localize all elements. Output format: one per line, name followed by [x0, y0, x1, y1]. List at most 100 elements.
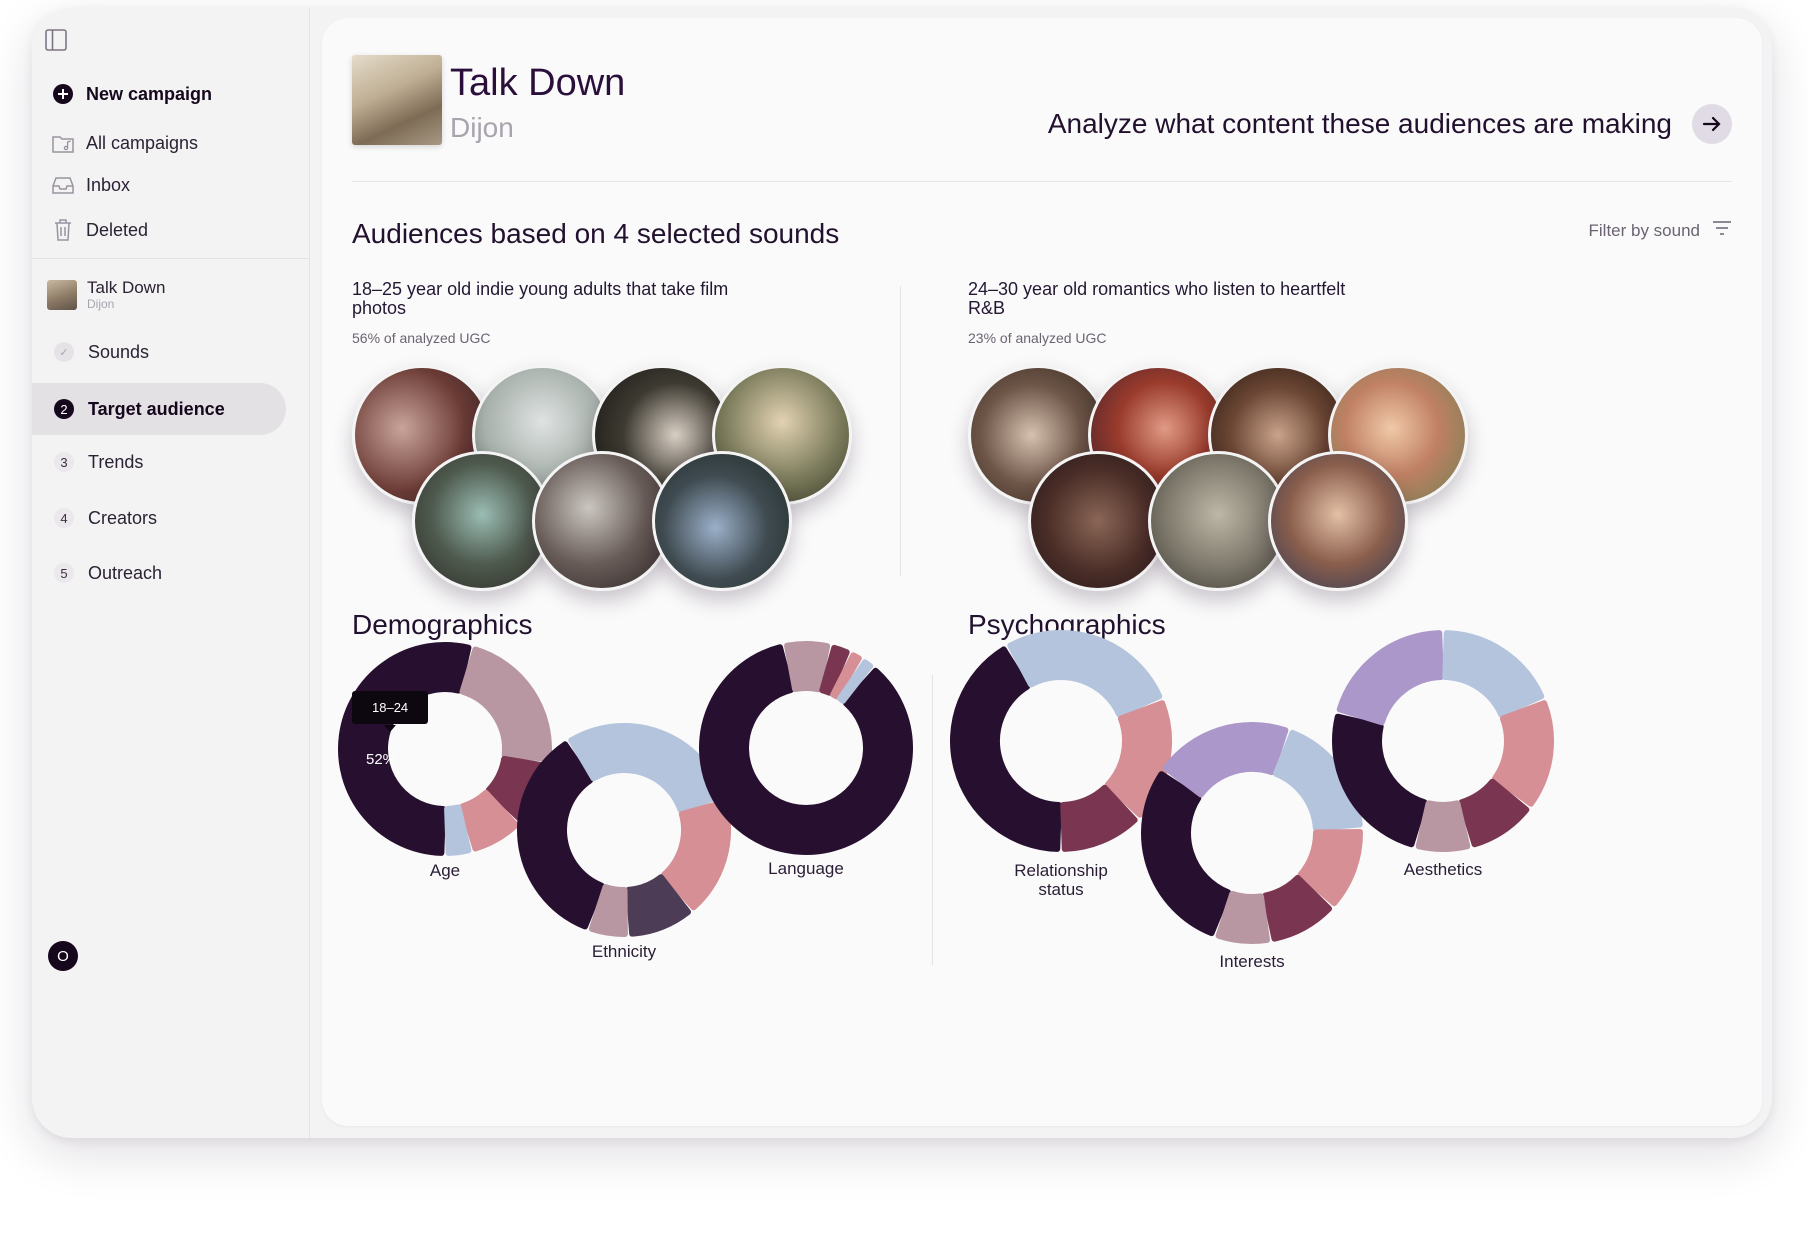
aesthetics-segment-2[interactable]: [1336, 630, 1444, 726]
campaign-cover-thumbnail: [47, 279, 77, 310]
language-segment-2[interactable]: [784, 641, 831, 693]
interests-segment-1[interactable]: [1141, 771, 1232, 937]
demographics-title: Demographics: [352, 609, 533, 640]
step-outreach[interactable]: 5 Outreach: [32, 545, 286, 601]
step-label: Trends: [88, 451, 144, 472]
aesthetics-segment-4[interactable]: [1492, 700, 1554, 807]
filter-label: Filter by sound: [1588, 220, 1701, 240]
chart-label-relationship-status: Relationship status: [1014, 861, 1108, 899]
language-segment-1[interactable]: [699, 644, 913, 855]
donut-charts: [338, 630, 1554, 944]
chart-label-age: Age: [429, 861, 461, 880]
audience-title: 24–30 year old romantics who listen to h…: [968, 279, 1346, 318]
charts-divider: [932, 675, 933, 965]
chart-label-language: Language: [768, 859, 844, 878]
ethnicity-segment-5[interactable]: [588, 884, 628, 937]
step-number: 2: [54, 399, 74, 419]
audience-photo: [1028, 451, 1168, 591]
age-tooltip: 18–24: [352, 691, 429, 724]
step-sounds[interactable]: ✓ Sounds: [32, 324, 286, 380]
step-creators[interactable]: 4 Creators: [32, 490, 286, 546]
plus-circle-icon: [50, 81, 76, 107]
audience-divider: [900, 286, 901, 576]
step-trends[interactable]: 3 Trends: [32, 434, 286, 490]
ethnicity-segment-1[interactable]: [517, 741, 605, 930]
sidebar-item-label: Inbox: [86, 174, 131, 195]
filter-icon: [1712, 220, 1732, 241]
check-icon: ✓: [54, 342, 74, 362]
trash-icon: [50, 217, 76, 243]
new-campaign-button[interactable]: New campaign: [32, 66, 286, 122]
interests-segment-5[interactable]: [1262, 874, 1333, 942]
header-divider: [352, 181, 1732, 182]
step-number: 3: [54, 452, 74, 472]
step-target-audience[interactable]: 2 Target audience: [32, 383, 286, 435]
analyze-content-link[interactable]: Analyze what content these audiences are…: [1048, 104, 1732, 144]
filter-by-sound-button[interactable]: Filter by sound: [1589, 220, 1733, 241]
campaign-artist: Dijon: [87, 297, 115, 311]
audience-photo: [1148, 451, 1288, 591]
sidebar-toggle-icon[interactable]: [44, 28, 68, 52]
page-title: Talk Down: [450, 62, 626, 104]
step-label: Outreach: [88, 562, 163, 583]
chart-label-aesthetics: Aesthetics: [1403, 860, 1483, 879]
interests-segment-4[interactable]: [1297, 829, 1364, 907]
step-label: Target audience: [88, 398, 225, 419]
audience-title: 18–25 year old indie young adults that t…: [352, 279, 729, 318]
audiences-section-title: Audiences based on 4 selected sounds: [352, 218, 840, 249]
chart-label-interests: Interests: [1219, 952, 1285, 971]
sidebar: New campaign All campaigns Inbox Deleted…: [32, 8, 310, 1138]
sidebar-campaign[interactable]: Talk Down Dijon: [47, 278, 165, 311]
new-campaign-label: New campaign: [86, 83, 213, 104]
audience-percentage: 23% of analyzed UGC: [968, 330, 1107, 346]
audience-card-1[interactable]: 18–25 year old indie young adults that t…: [352, 279, 772, 347]
language-segment-4[interactable]: [830, 652, 862, 700]
aesthetics-segment-3[interactable]: [1442, 630, 1545, 718]
sidebar-item-inbox[interactable]: Inbox: [32, 157, 286, 213]
age-percentage-label: 52%: [366, 751, 397, 768]
age-segment-2[interactable]: [459, 646, 552, 762]
sidebar-item-label: Deleted: [86, 219, 149, 240]
age-segment-5[interactable]: [444, 804, 472, 856]
language-segment-5[interactable]: [836, 659, 874, 704]
audience-photo: [652, 451, 792, 591]
interests-segment-6[interactable]: [1215, 890, 1271, 944]
ethnicity-segment-4[interactable]: [625, 874, 692, 937]
audience-percentage: 56% of analyzed UGC: [352, 330, 491, 346]
relationship-status-segment-4[interactable]: [1060, 784, 1138, 852]
audience-card-2[interactable]: 24–30 year old romantics who listen to h…: [968, 279, 1348, 347]
aesthetics-segment-5[interactable]: [1458, 778, 1530, 848]
user-avatar[interactable]: O: [48, 941, 78, 971]
analyze-link-label: Analyze what content these audiences are…: [1047, 108, 1672, 139]
step-label: Sounds: [88, 341, 150, 362]
language-segment-3[interactable]: [819, 644, 850, 696]
aesthetics-segment-6[interactable]: [1415, 800, 1471, 852]
sidebar-item-deleted[interactable]: Deleted: [32, 202, 286, 258]
sidebar-item-label: All campaigns: [86, 132, 199, 153]
audience-photo: [1268, 451, 1408, 591]
app-window: New campaign All campaigns Inbox Deleted…: [32, 8, 1772, 1138]
tooltip-arrow: [384, 725, 396, 732]
folder-music-icon: [50, 130, 76, 156]
chart-label-ethnicity: Ethnicity: [591, 942, 657, 961]
sidebar-divider: [32, 258, 310, 259]
main-panel: Talk Down Dijon Analyze what content the…: [322, 18, 1762, 1126]
album-cover: [352, 55, 442, 145]
interests-segment-3[interactable]: [1272, 729, 1363, 831]
step-label: Creators: [88, 507, 158, 528]
aesthetics-segment-1[interactable]: [1332, 713, 1428, 848]
relationship-status-segment-1[interactable]: [950, 646, 1062, 852]
inbox-icon: [50, 172, 76, 198]
age-segment-4[interactable]: [459, 789, 519, 852]
audience-photo: [532, 451, 672, 591]
step-number: 5: [54, 563, 74, 583]
ethnicity-segment-3[interactable]: [661, 799, 731, 911]
audience-photo: [412, 451, 552, 591]
interests-segment-2[interactable]: [1162, 722, 1289, 798]
campaign-title: Talk Down: [87, 278, 166, 297]
artist-name: Dijon: [450, 112, 514, 143]
sidebar-item-all-campaigns[interactable]: All campaigns: [32, 115, 286, 171]
relationship-status-segment-2[interactable]: [1007, 630, 1163, 718]
arrow-right-icon: [1692, 104, 1732, 144]
step-number: 4: [54, 508, 74, 528]
